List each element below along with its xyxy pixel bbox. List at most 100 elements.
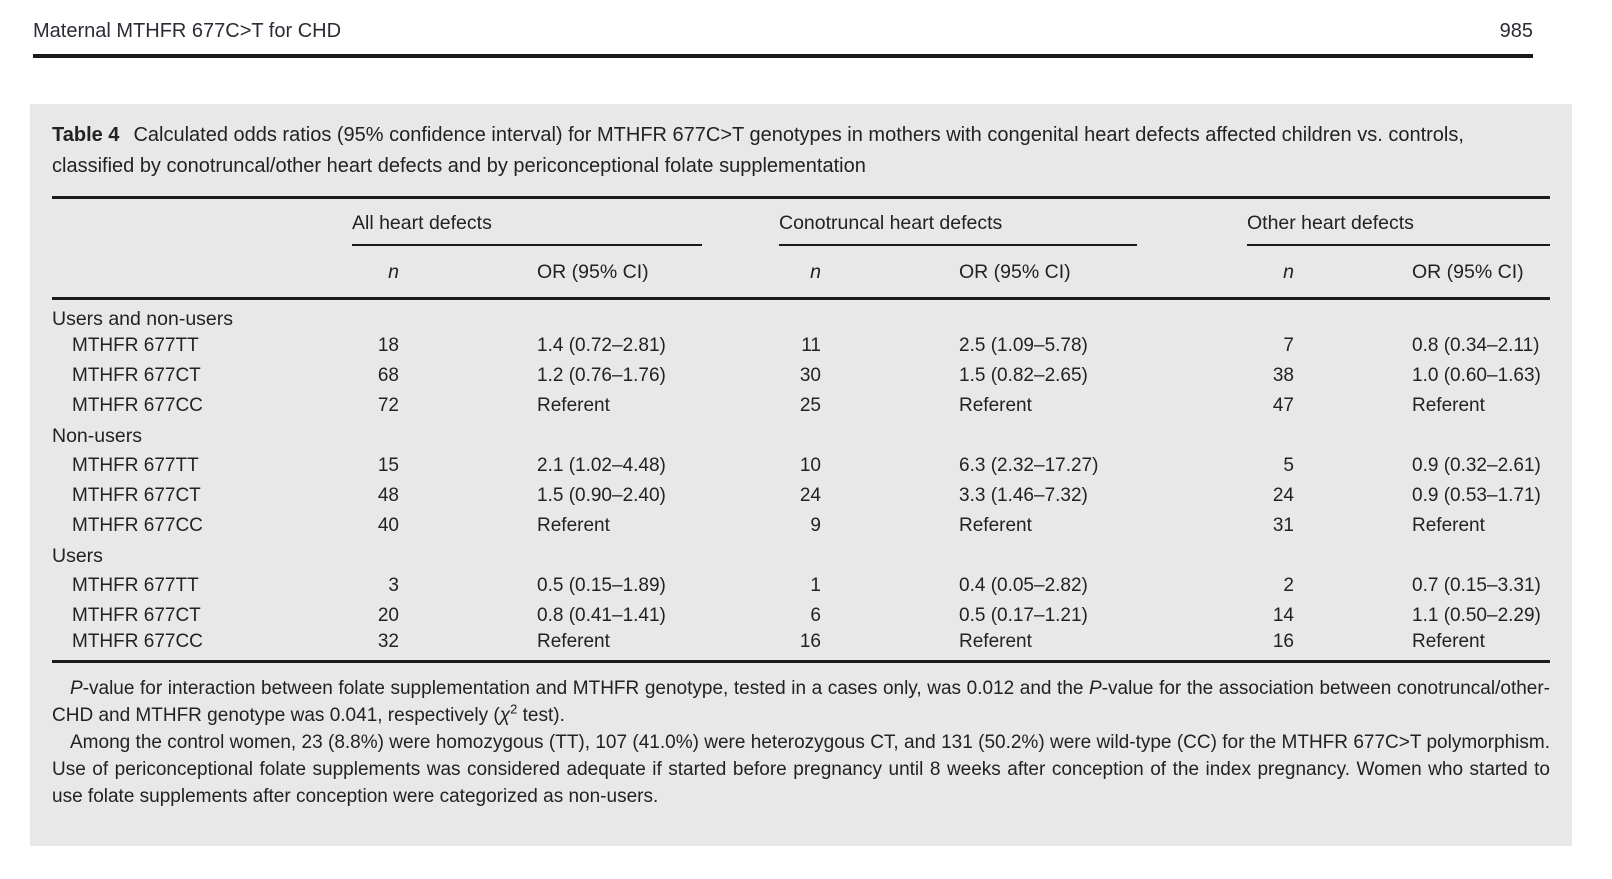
running-head-bar: Maternal MTHFR 677C>T for CHD 985	[33, 18, 1533, 58]
italic-p: P	[1089, 677, 1102, 699]
genotype-label: MTHFR 677CC	[72, 515, 203, 536]
n-other: 47	[1272, 395, 1294, 416]
or-conotruncal: Referent	[959, 395, 1032, 416]
table-row: MTHFR 677TT 15 2.1 (1.02–4.48) 10 6.3 (2…	[52, 451, 1550, 481]
or-other: 0.7 (0.15–3.31)	[1412, 575, 1541, 596]
n-other: 16	[1272, 631, 1294, 653]
n-other: 7	[1283, 335, 1294, 356]
group-header-empty	[52, 198, 352, 247]
n-all: 48	[377, 485, 399, 506]
or-conotruncal: 3.3 (1.46–7.32)	[959, 485, 1088, 506]
n-conotruncal: 1	[810, 575, 821, 596]
n-all: 18	[377, 335, 399, 356]
or-conotruncal: Referent	[959, 515, 1032, 536]
n-all: 32	[377, 631, 399, 653]
n-other: 2	[1283, 575, 1294, 596]
or-other: 0.9 (0.32–2.61)	[1412, 455, 1541, 476]
odds-ratio-table: All heart defects Conotruncal heart defe…	[52, 196, 1550, 663]
genotype-label: MTHFR 677CC	[72, 395, 203, 416]
genotype-label: MTHFR 677CC	[72, 631, 203, 653]
or-all: Referent	[537, 515, 610, 536]
group-rule-conotruncal	[779, 244, 1137, 246]
footnote-controls: Among the control women, 23 (8.8%) were …	[52, 731, 1550, 807]
or-other: Referent	[1412, 515, 1485, 536]
group-header-all-label: All heart defects	[352, 212, 492, 234]
section-row-users: Users	[52, 541, 1550, 571]
table-panel: Table 4 Calculated odds ratios (95% confi…	[30, 104, 1572, 846]
subheader-n-other: n	[1247, 246, 1302, 300]
n-all: 68	[377, 365, 399, 386]
subheader-empty	[52, 246, 352, 300]
or-other: 0.8 (0.34–2.11)	[1412, 335, 1540, 356]
n-conotruncal: 24	[799, 485, 821, 506]
italic-p: P	[70, 677, 83, 699]
or-conotruncal: 2.5 (1.09–5.78)	[959, 335, 1088, 356]
group-header-all: All heart defects	[352, 198, 779, 246]
n-other: 38	[1272, 365, 1294, 386]
or-other: Referent	[1412, 395, 1485, 416]
genotype-label: MTHFR 677CT	[72, 485, 201, 506]
or-all: 1.2 (0.76–1.76)	[537, 365, 666, 386]
subheader-n-conotruncal: n	[779, 246, 829, 300]
or-other: 1.1 (0.50–2.29)	[1412, 605, 1541, 626]
or-other: Referent	[1412, 631, 1485, 653]
n-conotruncal: 25	[799, 395, 821, 416]
genotype-label: MTHFR 677CT	[72, 605, 201, 626]
table-caption-text: Calculated odds ratios (95% confidence i…	[52, 124, 1464, 177]
group-rule-other	[1247, 244, 1550, 246]
genotype-label: MTHFR 677TT	[72, 335, 199, 356]
n-conotruncal: 6	[810, 605, 821, 626]
subheader-or-all: OR (95% CI)	[407, 246, 779, 300]
or-all: 2.1 (1.02–4.48)	[537, 455, 666, 476]
table-row: MTHFR 677CC 72 Referent 25 Referent 47 R…	[52, 391, 1550, 421]
section-label: Non-users	[52, 424, 142, 447]
or-conotruncal: 0.4 (0.05–2.82)	[959, 575, 1088, 596]
subheader-n-all: n	[352, 246, 407, 300]
table-row: MTHFR 677TT 18 1.4 (0.72–2.81) 11 2.5 (1…	[52, 331, 1550, 361]
n-all: 20	[377, 605, 399, 626]
or-all: Referent	[537, 395, 610, 416]
n-conotruncal: 30	[799, 365, 821, 386]
n-all: 72	[377, 395, 399, 416]
n-conotruncal: 11	[801, 335, 821, 356]
running-head-title: Maternal MTHFR 677C>T for CHD	[33, 20, 342, 42]
n-conotruncal: 16	[799, 631, 821, 653]
table-row: MTHFR 677TT 3 0.5 (0.15–1.89) 1 0.4 (0.0…	[52, 571, 1550, 601]
n-conotruncal: 9	[810, 515, 821, 536]
table-caption: Table 4 Calculated odds ratios (95% confi…	[52, 120, 1550, 182]
n-other: 24	[1272, 485, 1294, 506]
genotype-label: MTHFR 677TT	[72, 575, 199, 596]
table-label: Table 4	[52, 124, 120, 146]
table-row: MTHFR 677CC 40 Referent 9 Referent 31 Re…	[52, 511, 1550, 541]
or-other: 1.0 (0.60–1.63)	[1412, 365, 1541, 386]
page-number: 985	[1499, 20, 1533, 42]
group-header-conotruncal: Conotruncal heart defects	[779, 198, 1247, 246]
or-other: 0.9 (0.53–1.71)	[1412, 485, 1541, 506]
or-conotruncal: Referent	[959, 631, 1032, 653]
or-conotruncal: 6.3 (2.32–17.27)	[959, 455, 1099, 476]
table-row: MTHFR 677CC 32 Referent 16 Referent 16 R…	[52, 631, 1550, 661]
n-all: 3	[388, 575, 399, 596]
group-rule-all	[352, 244, 702, 246]
or-all: 1.5 (0.90–2.40)	[537, 485, 666, 506]
genotype-label: MTHFR 677CT	[72, 365, 201, 386]
section-row-non-users: Non-users	[52, 421, 1550, 451]
n-all: 40	[377, 515, 399, 536]
n-other: 5	[1283, 455, 1294, 476]
or-all: 1.4 (0.72–2.81)	[537, 335, 666, 356]
table-row: MTHFR 677CT 68 1.2 (0.76–1.76) 30 1.5 (0…	[52, 361, 1550, 391]
n-all: 15	[377, 455, 399, 476]
or-conotruncal: 0.5 (0.17–1.21)	[959, 605, 1088, 626]
or-all: 0.8 (0.41–1.41)	[537, 605, 666, 626]
group-header-conotruncal-label: Conotruncal heart defects	[779, 212, 1003, 234]
group-header-other-label: Other heart defects	[1247, 212, 1414, 234]
group-header-row: All heart defects Conotruncal heart defe…	[52, 198, 1550, 247]
chi-exponent: 2	[510, 701, 518, 717]
chi-symbol: χ	[499, 704, 511, 726]
table-footnotes: P-value for interaction between folate s…	[52, 675, 1550, 810]
genotype-label: MTHFR 677TT	[72, 455, 199, 476]
n-conotruncal: 10	[799, 455, 821, 476]
or-conotruncal: 1.5 (0.82–2.65)	[959, 365, 1088, 386]
table-row: MTHFR 677CT 48 1.5 (0.90–2.40) 24 3.3 (1…	[52, 481, 1550, 511]
n-other: 14	[1272, 605, 1294, 626]
